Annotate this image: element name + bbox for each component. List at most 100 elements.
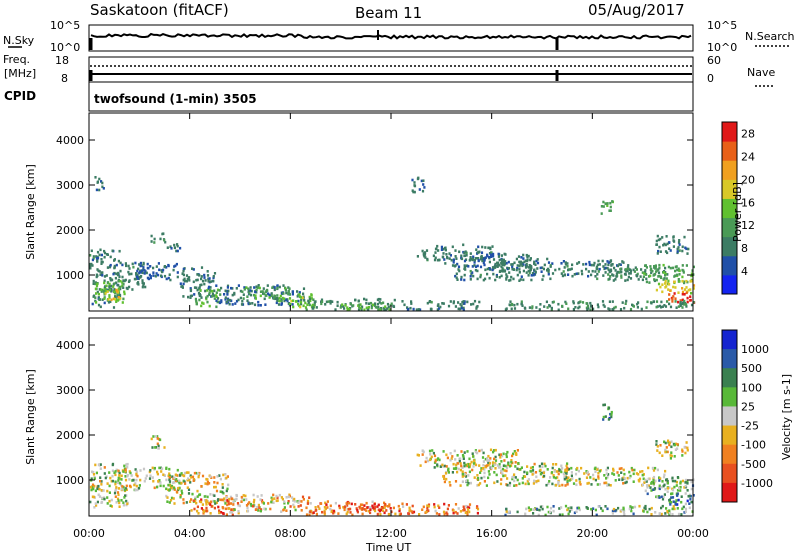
heatmap-cell	[449, 458, 452, 462]
heatmap-cell	[206, 289, 209, 292]
heatmap-cell	[291, 496, 294, 499]
heatmap-cell	[256, 286, 260, 289]
heatmap-cell	[90, 249, 93, 253]
heatmap-cell	[205, 503, 208, 506]
heatmap-cell	[115, 468, 118, 472]
heatmap-cell	[249, 286, 252, 289]
heatmap-cell	[647, 484, 650, 487]
heatmap-cell	[113, 282, 116, 285]
heatmap-cell	[664, 448, 667, 452]
heatmap-cell	[159, 466, 162, 470]
heatmap-cell	[505, 453, 508, 456]
heatmap-cell	[438, 307, 441, 310]
heatmap-cell	[579, 300, 582, 303]
heatmap-cell	[594, 470, 597, 473]
heatmap-cell	[296, 295, 299, 298]
heatmap-cell	[307, 301, 310, 305]
heatmap-cell	[510, 275, 513, 279]
heatmap-cell	[511, 476, 514, 479]
heatmap-cell	[165, 478, 168, 482]
heatmap-cell	[126, 502, 129, 506]
heatmap-cell	[567, 507, 570, 510]
heatmap-cell	[443, 480, 446, 484]
heatmap-cell	[246, 509, 250, 513]
heatmap-cell	[663, 473, 666, 477]
heatmap-cell	[530, 266, 533, 270]
heatmap-cell	[117, 493, 120, 497]
heatmap-cell	[686, 489, 689, 492]
heatmap-cell	[200, 283, 203, 287]
heatmap-cell	[210, 500, 213, 504]
heatmap-cell	[229, 495, 233, 499]
heatmap-cell	[258, 286, 261, 290]
heatmap-cell	[498, 463, 501, 466]
heatmap-cell	[275, 499, 278, 503]
heatmap-cell	[213, 506, 216, 510]
heatmap-cell	[225, 496, 228, 499]
heatmap-cell	[508, 484, 511, 487]
heatmap-cell	[115, 263, 118, 267]
heatmap-cell	[106, 502, 109, 505]
heatmap-cell	[445, 511, 448, 514]
noise-right-label: N.Search	[745, 30, 795, 43]
heatmap-cell	[681, 306, 684, 309]
heatmap-cell	[235, 493, 238, 497]
heatmap-cell	[459, 462, 462, 465]
heatmap-cell	[474, 450, 477, 454]
heatmap-cell	[385, 509, 388, 512]
heatmap-cell	[652, 479, 655, 482]
heatmap-cell	[463, 278, 466, 282]
heatmap-cell	[180, 481, 183, 485]
heatmap-cell	[658, 479, 661, 482]
heatmap-cell	[660, 300, 663, 304]
heatmap-cell	[237, 511, 240, 515]
heatmap-cell	[618, 478, 621, 481]
heatmap-cell	[675, 484, 678, 487]
heatmap-cell	[281, 296, 284, 300]
heatmap-cell	[468, 465, 471, 469]
heatmap-cell	[305, 308, 308, 312]
heatmap-cell	[654, 266, 657, 270]
heatmap-cell	[429, 458, 432, 462]
heatmap-cell	[93, 477, 96, 480]
heatmap-cell	[221, 498, 224, 502]
heatmap-cell	[616, 471, 619, 474]
heatmap-cell	[94, 296, 97, 299]
heatmap-cell	[669, 457, 672, 460]
heatmap-cell	[524, 512, 527, 516]
heatmap-cell	[502, 261, 505, 264]
heatmap-cell	[376, 512, 379, 516]
heatmap-cell	[206, 500, 209, 503]
heatmap-cell	[596, 468, 599, 471]
heatmap-cell	[275, 301, 278, 305]
heatmap-cell	[230, 511, 234, 514]
heatmap-cell	[527, 482, 530, 486]
heatmap-cell	[454, 264, 457, 267]
heatmap-cell	[670, 492, 673, 496]
heatmap-cell	[587, 274, 590, 278]
heatmap-cell	[266, 284, 269, 287]
y-tick-label: 2000	[56, 224, 84, 237]
heatmap-cell	[643, 506, 646, 510]
heatmap-cell	[664, 450, 667, 454]
heatmap-cell	[424, 460, 427, 464]
heatmap-cell	[243, 288, 246, 291]
heatmap-cell	[449, 254, 452, 257]
heatmap-cell	[271, 286, 274, 289]
heatmap-cell	[457, 307, 460, 311]
heatmap-cell	[500, 470, 503, 473]
heatmap-cell	[670, 451, 673, 454]
heatmap-cell	[94, 489, 97, 493]
heatmap-cell	[568, 506, 571, 509]
heatmap-cell	[114, 488, 118, 491]
heatmap-cell	[441, 255, 444, 259]
heatmap-cell	[647, 477, 650, 481]
heatmap-cell	[232, 508, 235, 512]
heatmap-cell	[137, 267, 140, 271]
heatmap-cell	[160, 470, 163, 473]
heatmap-cell	[567, 273, 570, 276]
heatmap-cell	[206, 300, 209, 304]
heatmap-cell	[240, 500, 243, 503]
heatmap-cell	[533, 268, 536, 272]
